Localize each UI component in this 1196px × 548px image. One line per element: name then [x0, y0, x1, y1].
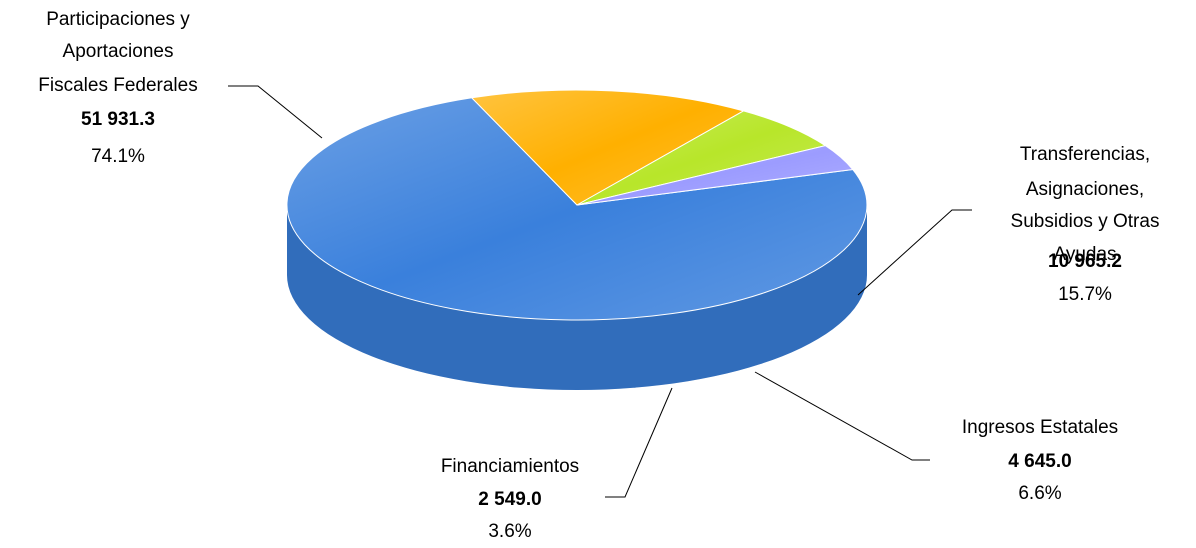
slice-label: Subsidios y Otras — [1011, 211, 1160, 232]
value-label: 51 931.3 — [81, 109, 155, 130]
value-label: 2 549.0 — [478, 489, 541, 510]
slice-label: Aportaciones — [63, 41, 174, 62]
slice-shine — [286, 97, 867, 320]
slice-label: Fiscales Federales — [38, 75, 197, 96]
percent-label: 15.7% — [1058, 284, 1112, 305]
percent-label: 6.6% — [1018, 483, 1061, 504]
leader-line — [857, 209, 972, 296]
slice-label: Financiamientos — [441, 456, 579, 477]
value-label: 4 645.0 — [1008, 451, 1071, 472]
value-label: 10 965.2 — [1048, 251, 1122, 272]
slice-side — [287, 205, 867, 390]
slice-label: Transferencias, — [1020, 144, 1150, 165]
slice-side-shade — [287, 205, 867, 390]
leader-line — [605, 387, 673, 498]
slice-shine — [577, 145, 853, 205]
slice-label: Participaciones y — [46, 9, 190, 30]
slice-shine — [577, 110, 826, 205]
leader-line — [228, 85, 323, 139]
slice-label: Ingresos Estatales — [962, 417, 1118, 438]
leader-line — [754, 371, 930, 461]
percent-label: 3.6% — [488, 521, 531, 542]
slice-label: Asignaciones, — [1026, 179, 1144, 200]
slice-label: Ayudas — [1053, 244, 1116, 265]
percent-label: 74.1% — [91, 146, 145, 167]
slice-shine — [471, 89, 744, 205]
